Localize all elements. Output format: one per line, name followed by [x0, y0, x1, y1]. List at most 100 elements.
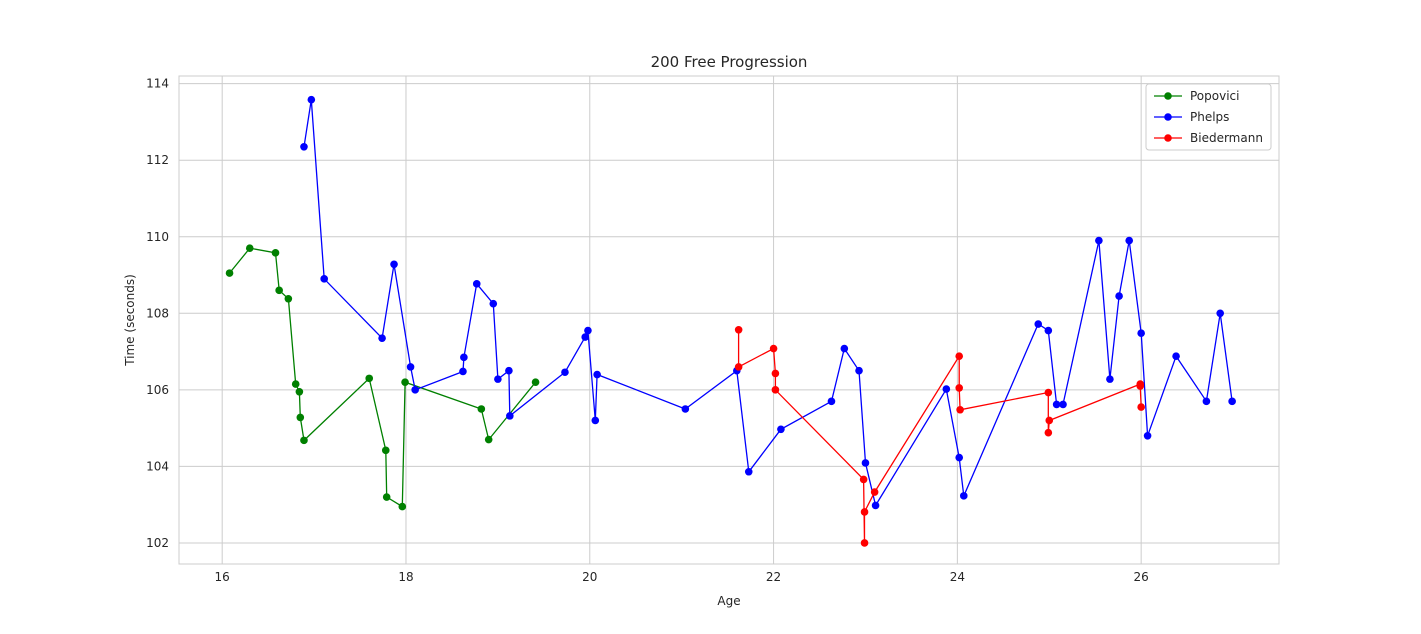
data-point [1143, 431, 1152, 440]
data-point [1059, 400, 1067, 409]
data-point [581, 333, 589, 341]
data-point [506, 412, 514, 420]
y-axis-label: Time (seconds) [123, 274, 137, 367]
data-point [771, 386, 780, 394]
data-point [1216, 309, 1224, 318]
data-point [494, 375, 502, 383]
data-point [271, 249, 280, 257]
data-point [472, 280, 481, 288]
legend-item: Popovici [1154, 89, 1239, 103]
data-point [870, 488, 879, 496]
x-tick-label: 24 [950, 570, 965, 584]
data-point [591, 416, 600, 425]
data-point [225, 269, 234, 277]
legend-label: Popovici [1190, 89, 1239, 103]
y-axis-ticks: 102 104 106 108 110 112 114 [146, 77, 169, 550]
data-point [769, 344, 778, 353]
data-point [955, 384, 964, 392]
data-point [365, 374, 374, 383]
series-layer [225, 95, 1236, 547]
x-axis-label: Age [717, 594, 740, 608]
series-line [737, 329, 1142, 543]
data-point [320, 275, 328, 283]
data-point [296, 413, 305, 422]
grid [179, 76, 1279, 564]
data-point [378, 334, 386, 342]
data-point [734, 363, 743, 371]
legend: Popovici Phelps Biedermann [1145, 83, 1272, 151]
plot-frame [178, 75, 1280, 565]
data-point [956, 405, 964, 414]
data-point [245, 244, 254, 253]
legend-swatch-marker [1164, 92, 1172, 100]
data-point [484, 435, 493, 444]
legend-item: Biedermann [1154, 131, 1263, 145]
data-point [777, 425, 785, 434]
data-point [1172, 352, 1180, 360]
data-point [1106, 375, 1114, 383]
data-point [291, 380, 300, 388]
data-point [1137, 329, 1145, 338]
y-tick-label: 112 [146, 153, 169, 167]
data-point [531, 378, 540, 386]
legend-item: Phelps [1154, 110, 1229, 124]
series-line [228, 247, 537, 508]
data-point [840, 344, 849, 353]
data-point [1228, 397, 1236, 406]
legend-label: Biedermann [1190, 131, 1263, 145]
data-point [859, 475, 868, 484]
data-point [855, 366, 863, 375]
y-tick-label: 108 [146, 306, 169, 320]
series-phelps [300, 95, 1236, 510]
data-point [460, 353, 468, 362]
legend-swatch-marker [1164, 113, 1172, 121]
data-point [827, 397, 836, 406]
data-point [398, 502, 407, 511]
data-point [942, 385, 951, 393]
data-point [1044, 326, 1053, 335]
legend-swatch-marker [1164, 134, 1172, 142]
data-point [1125, 236, 1134, 245]
data-point [477, 405, 486, 413]
data-point [284, 294, 293, 303]
data-point [275, 286, 283, 295]
data-point [300, 436, 308, 445]
y-tick-label: 110 [146, 230, 169, 244]
data-point [1044, 388, 1053, 397]
data-point [1095, 236, 1103, 245]
data-point [771, 369, 780, 378]
data-point [382, 493, 391, 501]
data-point [861, 459, 870, 467]
data-point [959, 492, 968, 500]
x-tick-label: 26 [1134, 570, 1149, 584]
y-tick-label: 102 [146, 536, 169, 550]
y-tick-label: 114 [146, 77, 169, 91]
data-point [411, 386, 419, 394]
data-point [300, 143, 308, 151]
data-point [1034, 320, 1043, 328]
x-axis-ticks: 16 18 20 22 24 26 [215, 570, 1149, 584]
series-popovici [225, 244, 540, 511]
data-point [1044, 428, 1053, 437]
data-point [955, 352, 964, 360]
data-point [871, 501, 880, 510]
data-point [744, 467, 753, 476]
data-point [1137, 403, 1145, 411]
data-point [734, 325, 743, 334]
data-point [406, 363, 415, 371]
x-tick-label: 16 [215, 570, 230, 584]
legend-frame [1145, 83, 1272, 151]
data-point [561, 368, 569, 377]
x-tick-label: 22 [766, 570, 781, 584]
data-point [307, 95, 316, 104]
data-point [593, 370, 601, 379]
data-point [1136, 382, 1145, 390]
series-biedermann [734, 325, 1145, 547]
data-point [955, 453, 964, 462]
data-point [860, 508, 869, 516]
y-tick-label: 106 [146, 383, 169, 397]
data-point [1115, 292, 1123, 300]
data-point [1052, 400, 1061, 409]
x-tick-label: 20 [582, 570, 597, 584]
